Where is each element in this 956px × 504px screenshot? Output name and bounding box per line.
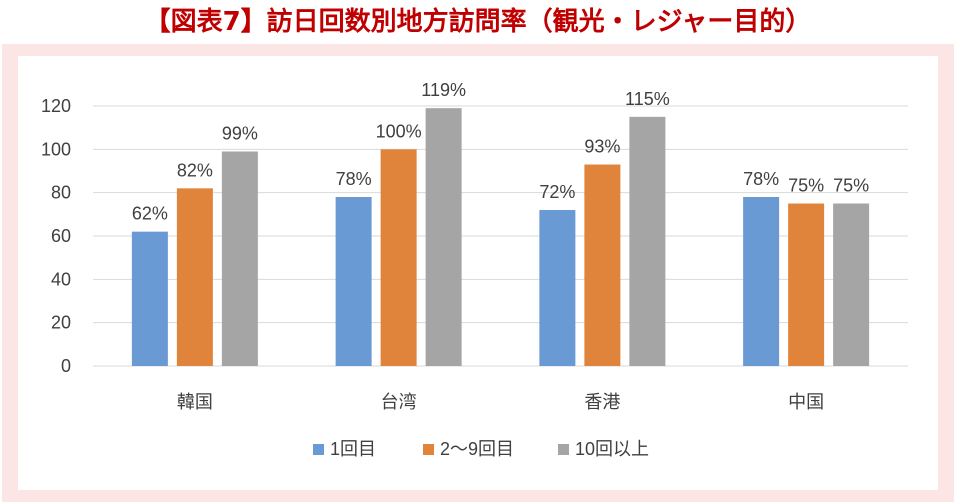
x-tick-label: 中国 bbox=[788, 392, 824, 412]
x-tick-label: 韓国 bbox=[177, 392, 213, 412]
data-label: 119% bbox=[421, 80, 466, 100]
legend-swatch bbox=[313, 444, 324, 455]
y-tick-label: 80 bbox=[51, 183, 71, 203]
data-label: 72% bbox=[539, 182, 575, 202]
bar-chart: 0 20 40 60 80 100 120 62% 82% 99% 韓国 78% 100% 119% 台湾 7… bbox=[41, 80, 908, 459]
chart-title: 【図表7】訪日回数別地方訪問率（観光・レジャー目的） bbox=[144, 7, 812, 37]
data-label: 78% bbox=[743, 169, 779, 189]
bar bbox=[335, 197, 372, 366]
data-label: 82% bbox=[177, 160, 213, 180]
legend-label: 10回以上 bbox=[575, 439, 649, 459]
y-tick-label: 100 bbox=[41, 139, 71, 159]
bar bbox=[833, 203, 870, 366]
bar bbox=[539, 210, 576, 366]
x-tick-label: 台湾 bbox=[381, 392, 417, 412]
bar bbox=[380, 149, 417, 366]
bar bbox=[131, 231, 168, 366]
data-label: 75% bbox=[788, 176, 824, 196]
bar bbox=[221, 151, 258, 366]
legend-label: 1回目 bbox=[330, 439, 376, 459]
bar bbox=[425, 108, 462, 366]
legend-label: 2～9回目 bbox=[440, 439, 514, 459]
data-label: 62% bbox=[132, 204, 168, 224]
data-label: 100% bbox=[376, 121, 422, 141]
data-label: 93% bbox=[584, 137, 620, 157]
bar bbox=[584, 164, 621, 366]
bar bbox=[788, 203, 825, 366]
legend-swatch bbox=[423, 444, 434, 455]
chart-area: 0 20 40 60 80 100 120 62% 82% 99% 韓国 78% 100% 119% 台湾 7… bbox=[18, 56, 938, 490]
y-tick-label: 120 bbox=[41, 96, 71, 116]
data-label: 75% bbox=[833, 176, 869, 196]
bar bbox=[629, 116, 666, 366]
bar bbox=[743, 197, 780, 366]
y-tick-label: 40 bbox=[51, 269, 71, 289]
data-label: 78% bbox=[336, 169, 372, 189]
bar bbox=[176, 188, 213, 366]
y-tick-label: 20 bbox=[51, 313, 71, 333]
x-tick-label: 香港 bbox=[584, 392, 620, 412]
data-label: 99% bbox=[222, 124, 258, 144]
data-label: 115% bbox=[625, 89, 670, 109]
y-tick-label: 60 bbox=[51, 226, 71, 246]
y-tick-label: 0 bbox=[61, 356, 71, 376]
legend-swatch bbox=[558, 444, 569, 455]
